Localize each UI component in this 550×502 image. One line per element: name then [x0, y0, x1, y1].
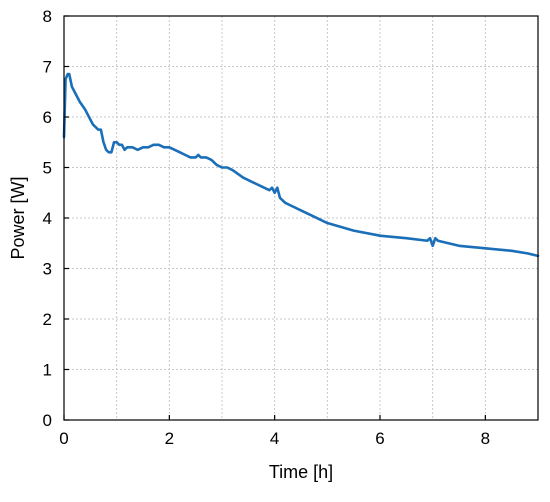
- grid-lines: [64, 16, 538, 420]
- x-tick-label: 8: [481, 429, 490, 448]
- y-tick-label: 8: [43, 7, 52, 26]
- y-tick-label: 6: [43, 108, 52, 127]
- y-tick-label: 1: [43, 361, 52, 380]
- y-tick-label: 3: [43, 260, 52, 279]
- x-tick-label: 0: [59, 429, 68, 448]
- series-layer: [62, 72, 540, 258]
- ticks-layer: 0 2 4 6 8 0 1 2 3 4 5 6 7 8: [43, 7, 491, 448]
- x-tick-label: 4: [270, 429, 279, 448]
- y-tick-label: 2: [43, 310, 52, 329]
- y-axis-label: Power [W]: [8, 176, 28, 259]
- y-tick-label: 0: [43, 411, 52, 430]
- series-line-0: [62, 72, 540, 258]
- y-tick-label: 5: [43, 159, 52, 178]
- y-tick-label: 7: [43, 58, 52, 77]
- y-tick-label: 4: [43, 209, 52, 228]
- x-tick-label: 6: [375, 429, 384, 448]
- x-tick-label: 2: [165, 429, 174, 448]
- x-axis-label: Time [h]: [269, 462, 333, 482]
